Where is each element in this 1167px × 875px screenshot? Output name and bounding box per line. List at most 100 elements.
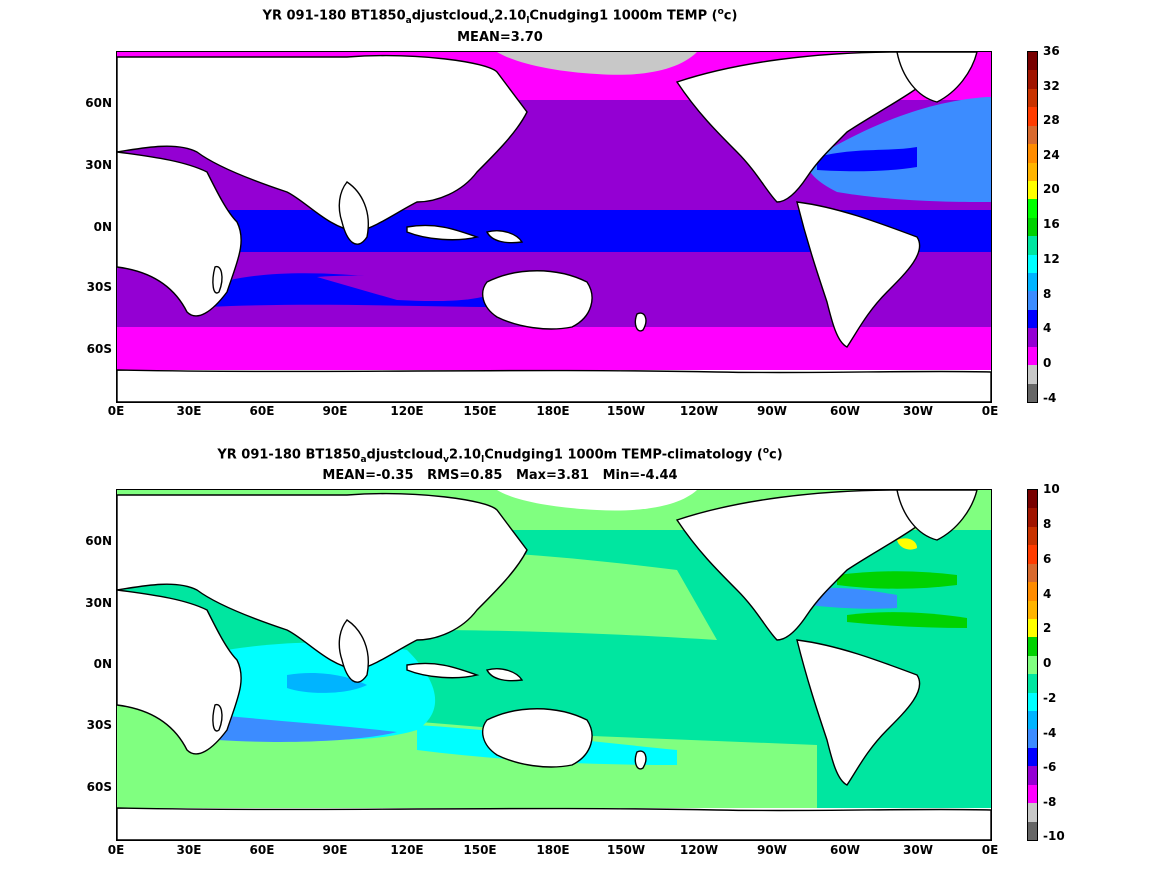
top-indonesia-1	[406, 224, 480, 241]
bottom-na-blue	[807, 587, 897, 609]
bottom-cb-tick: -6	[1043, 760, 1057, 774]
colorbar-segment	[1028, 51, 1037, 71]
top-cb-tick: 0	[1043, 356, 1052, 370]
bottom-ytick: 0N	[93, 657, 112, 671]
bottom-panel-stats: MEAN=-0.35 RMS=0.85 Max=3.81 Min=-4.44	[322, 468, 678, 483]
colorbar-segment	[1028, 545, 1037, 564]
colorbar-segment	[1028, 236, 1037, 255]
top-cb-tick: 32	[1043, 79, 1060, 93]
colorbar-segment	[1028, 803, 1037, 822]
top-indonesia-2	[485, 230, 524, 244]
colorbar-segment	[1028, 346, 1037, 366]
bottom-cb-tick: 6	[1043, 552, 1052, 566]
top-africa	[117, 151, 242, 317]
colorbar-segment	[1028, 107, 1037, 126]
top-greenland	[896, 52, 978, 103]
top-xtick: 30E	[176, 404, 202, 418]
bottom-ytick: 60N	[85, 534, 112, 548]
top-new-zealand	[634, 312, 647, 332]
top-cb-tick: 28	[1043, 113, 1060, 127]
bottom-ytick: 60S	[86, 780, 112, 794]
bottom-cb-tick: -2	[1043, 691, 1057, 705]
top-colorbar	[1027, 51, 1038, 403]
bottom-xtick: 30W	[903, 843, 933, 857]
bottom-australia	[481, 708, 593, 768]
bottom-xtick: 30E	[176, 843, 202, 857]
top-xtick: 180E	[536, 404, 570, 418]
bottom-eurasia	[117, 493, 528, 671]
bottom-indian-blue2	[287, 673, 367, 693]
top-cb-tick: 24	[1043, 148, 1060, 162]
colorbar-segment	[1028, 582, 1037, 601]
colorbar-segment	[1028, 489, 1037, 509]
bottom-xtick: 90E	[322, 843, 348, 857]
bottom-antarctica-edge	[117, 807, 991, 840]
top-eurasia	[117, 55, 528, 233]
colorbar-segment	[1028, 747, 1037, 767]
top-cb-tick: 20	[1043, 182, 1060, 196]
colorbar-segment	[1028, 125, 1037, 145]
colorbar-segment	[1028, 273, 1037, 292]
bottom-greenland	[896, 490, 978, 541]
bottom-map	[116, 489, 992, 841]
colorbar-segment	[1028, 383, 1037, 402]
top-xtick: 90W	[757, 404, 787, 418]
colorbar-segment	[1028, 254, 1037, 274]
bottom-ytick: 30S	[86, 718, 112, 732]
top-sw-indian	[317, 275, 497, 302]
top-cb-tick: 12	[1043, 252, 1060, 266]
top-australia	[481, 270, 593, 330]
bottom-cb-tick: 2	[1043, 621, 1052, 635]
top-xtick: 60E	[249, 404, 275, 418]
bottom-south-america	[796, 639, 921, 786]
colorbar-segment	[1028, 674, 1037, 693]
bottom-ytick: 30N	[85, 596, 112, 610]
colorbar-segment	[1028, 618, 1037, 638]
bottom-colorbar	[1027, 489, 1038, 841]
bottom-xtick: 120E	[390, 843, 424, 857]
bottom-cb-tick: 10	[1043, 482, 1060, 496]
top-panel-stats: MEAN=3.70	[457, 30, 543, 45]
bottom-continents	[117, 490, 991, 840]
top-xtick: 0E	[981, 404, 999, 418]
bottom-xtick: 60W	[830, 843, 860, 857]
top-continents	[117, 52, 991, 402]
top-south-america	[796, 201, 921, 348]
colorbar-segment	[1028, 655, 1037, 675]
colorbar-segment	[1028, 144, 1037, 163]
bottom-xtick: 150W	[606, 843, 646, 857]
top-cb-tick: 36	[1043, 44, 1060, 58]
bottom-xtick: 0E	[107, 843, 125, 857]
colorbar-segment	[1028, 162, 1037, 181]
bottom-xtick: 120W	[679, 843, 719, 857]
top-ytick: 30S	[86, 280, 112, 294]
top-arctic-cap	[497, 52, 697, 75]
top-cb-tick: -4	[1043, 391, 1057, 405]
bottom-cb-tick: -8	[1043, 795, 1057, 809]
colorbar-segment	[1028, 70, 1037, 89]
top-madagascar	[212, 265, 223, 294]
bottom-na-green2	[847, 612, 967, 628]
bottom-madagascar	[212, 703, 223, 732]
top-ytick: 0N	[93, 220, 112, 234]
top-map-svg	[117, 52, 991, 402]
top-ytick: 60S	[86, 342, 112, 356]
top-antarctica-edge	[117, 369, 991, 402]
colorbar-segment	[1028, 563, 1037, 583]
top-xtick: 30W	[903, 404, 933, 418]
bottom-north-america	[675, 490, 939, 641]
top-xtick: 150E	[463, 404, 497, 418]
bottom-cb-tick: 4	[1043, 587, 1052, 601]
colorbar-segment	[1028, 711, 1037, 730]
top-north-america	[675, 52, 939, 203]
bottom-africa	[117, 589, 242, 755]
top-xtick: 0E	[107, 404, 125, 418]
colorbar-segment	[1028, 821, 1037, 840]
bottom-xtick: 60E	[249, 843, 275, 857]
colorbar-segment	[1028, 365, 1037, 384]
colorbar-segment	[1028, 328, 1037, 347]
top-xtick: 90E	[322, 404, 348, 418]
bottom-arctic-white	[497, 490, 697, 511]
bottom-xtick: 0E	[981, 843, 999, 857]
colorbar-segment	[1028, 508, 1037, 527]
